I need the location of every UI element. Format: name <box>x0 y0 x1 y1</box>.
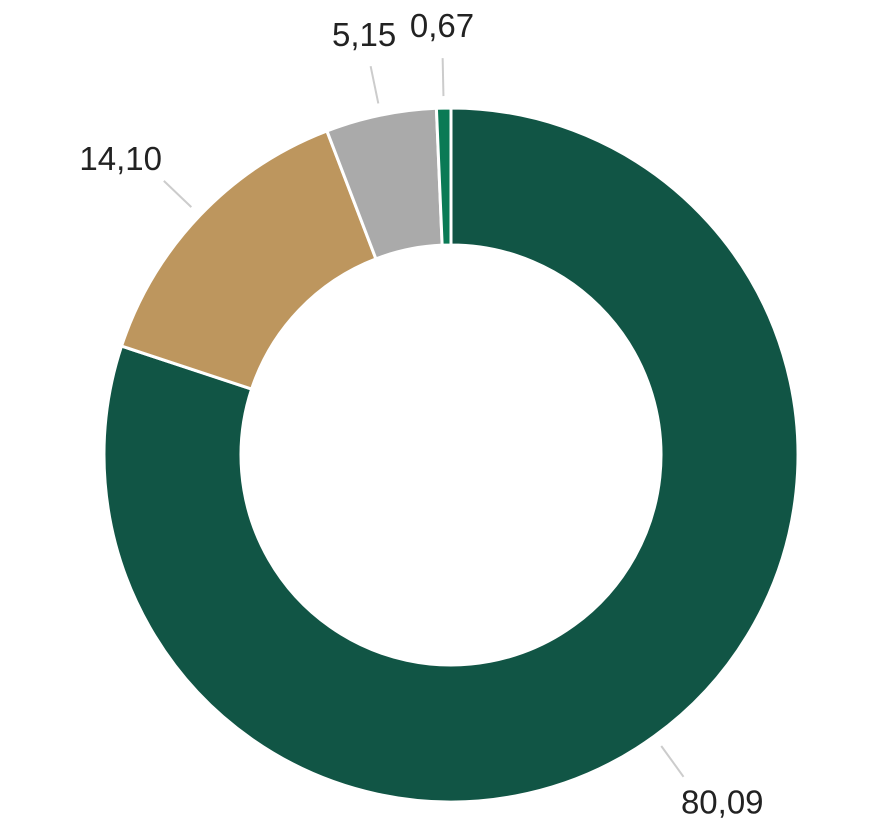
leader-line-0 <box>660 745 685 778</box>
leader-line-2 <box>369 66 380 104</box>
slice-0 <box>102 106 800 804</box>
slice-3 <box>434 106 453 247</box>
leader-line-1 <box>163 180 193 208</box>
data-label-0: 80,09 <box>681 784 764 821</box>
data-label-1: 14,10 <box>79 140 162 177</box>
leader-line-3 <box>441 58 445 97</box>
data-label-3: 0,67 <box>410 7 474 44</box>
data-label-2: 5,15 <box>332 16 396 53</box>
